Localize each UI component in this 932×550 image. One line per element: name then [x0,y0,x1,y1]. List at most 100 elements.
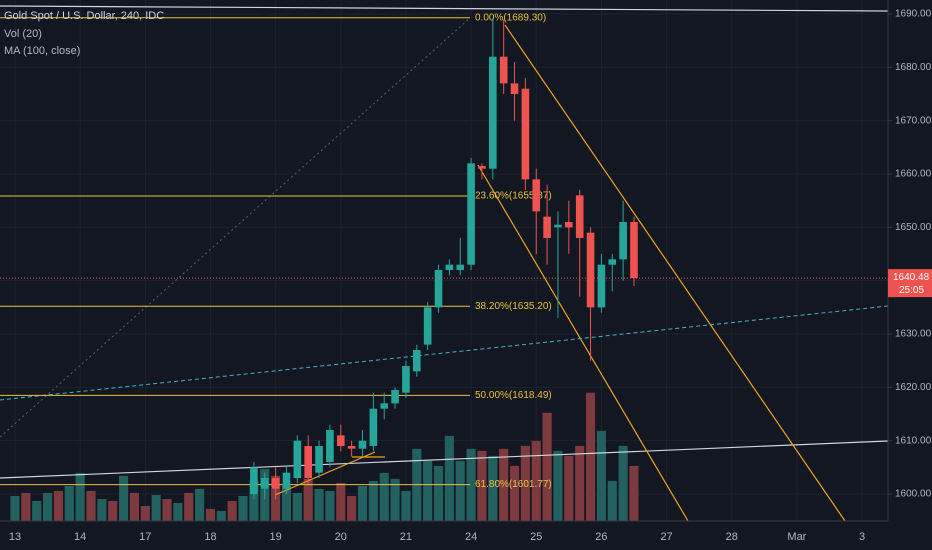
volume-bar [401,490,411,521]
fib-retracement: 0.00%(1689.30) 23.60%(1655.87) 38.20%(1635… [0,12,552,490]
candle-body [608,259,617,265]
y-tick-label: 1600.00 [895,489,932,500]
volume-bar [455,460,465,521]
x-tick-label: 26 [595,531,607,543]
volume-bar [423,460,433,521]
trend-line [0,5,889,12]
volume-bar [43,492,53,521]
volume-bar [184,492,194,521]
candle-body [336,435,345,447]
volume-bar [205,508,216,521]
volume-bar [162,498,172,521]
y-tick-label: 1620.00 [895,382,932,393]
volume-bar [238,495,248,521]
x-tick-label: 17 [139,531,151,543]
y-tick-label: 1660.00 [895,169,932,180]
volume-bar [227,500,237,521]
x-tick-label: 27 [660,531,672,543]
volume-bar [303,478,313,521]
volume-bar [325,490,335,521]
volume-bar [585,392,596,521]
x-tick-label: 19 [269,531,281,543]
volume-bar [249,480,259,521]
candle-body [326,430,334,463]
y-tick-label: 1650.00 [895,222,932,233]
volume-bar [151,494,161,521]
volume-bar [531,440,541,521]
candle-body [619,222,627,260]
candle-body [347,446,356,449]
volume-bar [542,412,552,521]
volume-bar [477,450,487,521]
volume-bar [444,435,454,521]
x-tick-label: Mar [787,531,806,543]
volume-bar [607,480,617,521]
volume-bar [618,445,628,521]
candle-body [521,88,530,180]
channel-line [504,24,846,522]
candle-body [489,56,497,169]
drawings [0,5,889,522]
last-price-label: 1640.48 [893,272,930,283]
volume-bar [314,488,324,521]
volume-bar [596,430,606,521]
volume-bar [575,445,585,521]
volume-bar [379,472,389,521]
y-tick-label: 1670.00 [895,115,932,126]
candle-body [380,403,389,409]
fib-label: 23.60%(1655.87) [475,191,552,202]
volume-bar [10,495,20,521]
x-tick-label: 25 [530,531,542,543]
fib-label: 50.00%(1618.49) [475,390,552,401]
volume-bar [292,492,302,521]
candle-body [630,222,638,279]
volume-bar [86,490,96,521]
candle-body [282,472,291,489]
volume-bar [553,450,563,521]
volume-bar [629,465,639,521]
candle-body [586,232,595,308]
volume-bar [520,445,530,521]
trend-line [0,440,889,479]
candle-body [423,307,432,345]
candle-body [250,467,258,495]
candle-body [412,350,421,372]
candle-body [543,216,551,239]
indicator-label: Vol (20) [4,28,42,40]
volume-bar [433,465,444,521]
candle-body [315,446,323,473]
candle-body [402,366,410,393]
candles [0,17,888,500]
candle-body [369,408,378,447]
candle-body [565,222,573,228]
volume-bar [53,490,63,521]
candle-body [597,264,606,308]
fib-label: 0.00%(1689.30) [475,12,546,23]
volume-bar [281,485,292,521]
x-tick-label: 21 [400,531,412,543]
candle-body [456,264,465,271]
volume-bar [336,482,346,521]
candle-body [445,264,454,271]
indicator-label: MA (100, close) [4,45,80,57]
candle-body [499,56,508,84]
y-tick-label: 1630.00 [895,329,932,340]
volume-bar [509,465,520,521]
candle-body [293,440,302,479]
candle-body [510,83,519,95]
volume-bar [75,472,85,521]
volume-bar [108,500,118,521]
fib-label: 61.80%(1601.77) [475,479,552,490]
volume-bar [21,492,31,521]
x-tick-label: 18 [204,531,216,543]
volume-bar [390,478,400,521]
time-axis [0,521,932,550]
volume-bar [564,455,574,521]
x-tick-label: 3 [859,531,865,543]
channel-line [477,164,689,522]
countdown-label: 25:05 [899,285,924,296]
volume-bar [216,510,226,521]
candle-body [478,166,486,169]
volume-bar [97,498,107,521]
